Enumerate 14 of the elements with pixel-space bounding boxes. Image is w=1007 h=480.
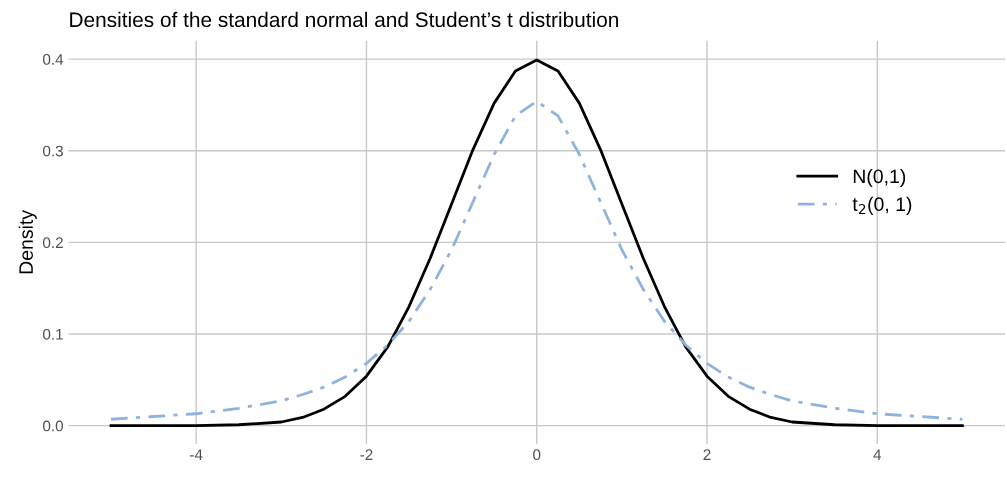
y-tick-label: 0.4 — [42, 53, 64, 65]
x-tick-label: 2 — [703, 449, 711, 460]
y-tick-label: 0.3 — [42, 145, 63, 157]
y-tick-label: 0.1 — [42, 328, 63, 340]
x-tick-label: 4 — [873, 449, 882, 460]
x-tick-label: 0 — [533, 449, 541, 461]
x-tick-label: -4 — [190, 449, 203, 460]
legend-label: t$_{2}$(0, 1) — [852, 196, 912, 215]
x-tick-label: -2 — [360, 449, 373, 460]
y-axis-title: Density — [18, 210, 37, 274]
y-tick-label: 0.2 — [42, 237, 63, 249]
legend-label: N(0,1) — [853, 168, 906, 188]
y-tick-label: 0.0 — [42, 420, 64, 432]
chart-title: Densities of the standard normal and Student’s t distribution — [70, 11, 618, 28]
